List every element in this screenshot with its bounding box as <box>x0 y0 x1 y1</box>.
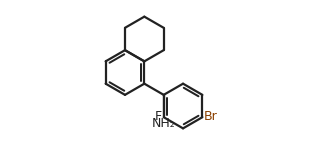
Text: NH₂: NH₂ <box>152 117 176 130</box>
Text: F: F <box>155 110 162 123</box>
Text: Br: Br <box>204 110 218 123</box>
